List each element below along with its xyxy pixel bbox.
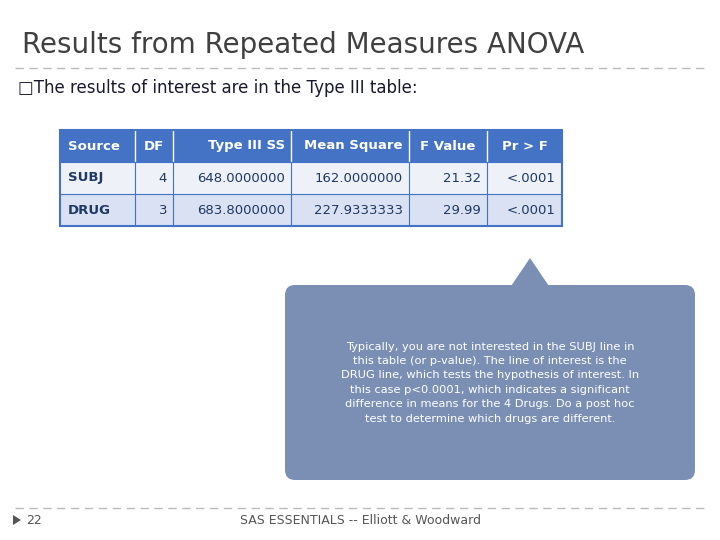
FancyBboxPatch shape (60, 130, 562, 162)
Text: Type III SS: Type III SS (208, 139, 285, 152)
Polygon shape (505, 258, 555, 295)
Text: Pr > F: Pr > F (502, 139, 547, 152)
Text: 683.8000000: 683.8000000 (197, 204, 285, 217)
Text: DRUG: DRUG (68, 204, 111, 217)
Text: SUBJ: SUBJ (68, 172, 104, 185)
Text: 162.0000000: 162.0000000 (315, 172, 403, 185)
Text: Results from Repeated Measures ANOVA: Results from Repeated Measures ANOVA (22, 31, 584, 59)
Text: 3: 3 (158, 204, 167, 217)
Text: DF: DF (144, 139, 164, 152)
FancyBboxPatch shape (60, 194, 562, 226)
Text: 22: 22 (26, 514, 42, 526)
Text: 648.0000000: 648.0000000 (197, 172, 285, 185)
FancyBboxPatch shape (285, 285, 695, 480)
Text: <.0001: <.0001 (507, 204, 556, 217)
Text: <.0001: <.0001 (507, 172, 556, 185)
Text: Source: Source (68, 139, 120, 152)
Text: Typically, you are not interested in the SUBJ line in
this table (or p-value). T: Typically, you are not interested in the… (341, 341, 639, 423)
Text: 227.9333333: 227.9333333 (314, 204, 403, 217)
Text: F Value: F Value (420, 139, 476, 152)
Text: 4: 4 (158, 172, 167, 185)
FancyBboxPatch shape (60, 162, 562, 194)
Polygon shape (13, 515, 21, 525)
Text: 29.99: 29.99 (444, 204, 481, 217)
Text: □The results of interest are in the Type III table:: □The results of interest are in the Type… (18, 79, 418, 97)
Text: 21.32: 21.32 (443, 172, 481, 185)
Text: Mean Square: Mean Square (305, 139, 403, 152)
Text: SAS ESSENTIALS -- Elliott & Woodward: SAS ESSENTIALS -- Elliott & Woodward (240, 514, 480, 526)
